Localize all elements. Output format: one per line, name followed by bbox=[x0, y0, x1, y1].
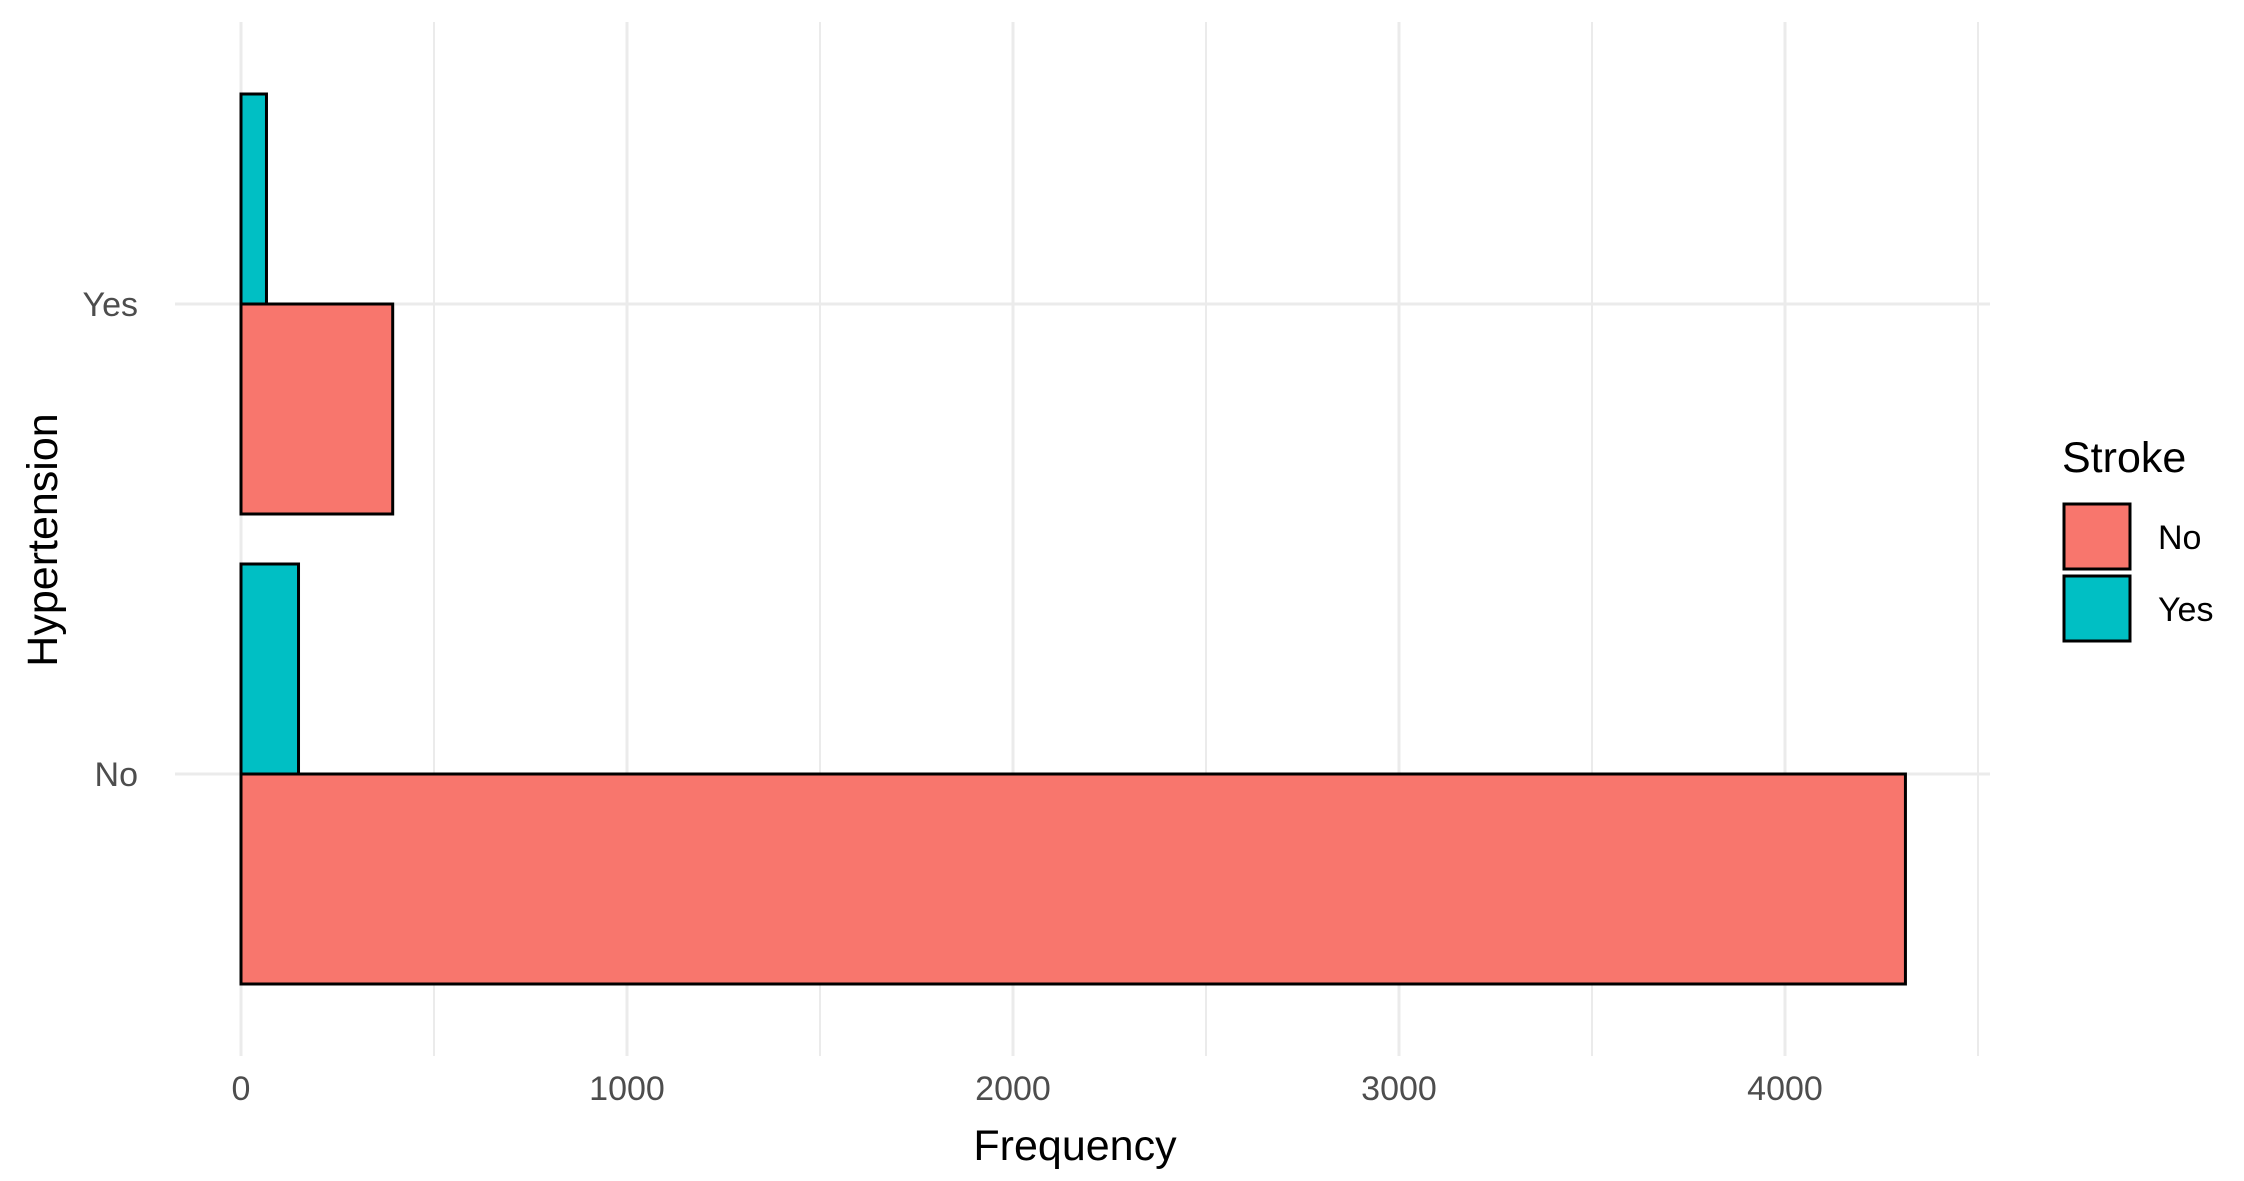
y-axis-ticks: No Yes bbox=[83, 286, 138, 794]
y-tick-label: Yes bbox=[83, 286, 138, 324]
legend-label-yes: Yes bbox=[2158, 591, 2213, 629]
legend-key-no bbox=[2062, 502, 2132, 571]
legend-label-no: No bbox=[2158, 519, 2201, 557]
x-tick-label: 2000 bbox=[975, 1070, 1051, 1108]
x-tick-label: 1000 bbox=[589, 1070, 665, 1108]
bar-yes-stroke-no bbox=[239, 302, 395, 516]
x-axis-ticks: 0 1000 2000 3000 4000 bbox=[232, 1070, 1823, 1108]
bar-yes-stroke-yes bbox=[239, 92, 268, 306]
x-tick-label: 3000 bbox=[1361, 1070, 1437, 1108]
y-tick-label: No bbox=[95, 756, 138, 794]
legend-key-yes bbox=[2062, 574, 2132, 643]
y-axis-title: Hypertension bbox=[19, 413, 67, 666]
bar-no-stroke-no bbox=[239, 772, 1907, 986]
legend-title: Stroke bbox=[2062, 434, 2186, 482]
bar-no-stroke-yes bbox=[239, 562, 301, 776]
bars bbox=[239, 92, 1907, 986]
x-tick-label: 4000 bbox=[1747, 1070, 1823, 1108]
x-axis-title: Frequency bbox=[973, 1122, 1177, 1170]
legend: Stroke No Yes bbox=[2062, 434, 2213, 643]
x-tick-label: 0 bbox=[232, 1070, 251, 1108]
